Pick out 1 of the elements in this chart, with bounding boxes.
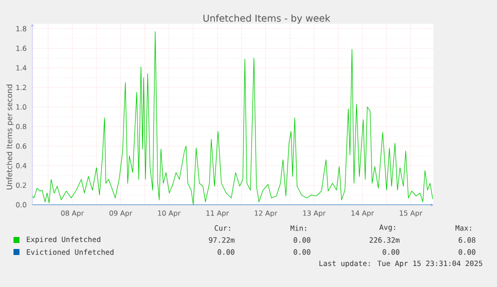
chart-title: Unfetched Items - by week [203,14,330,24]
